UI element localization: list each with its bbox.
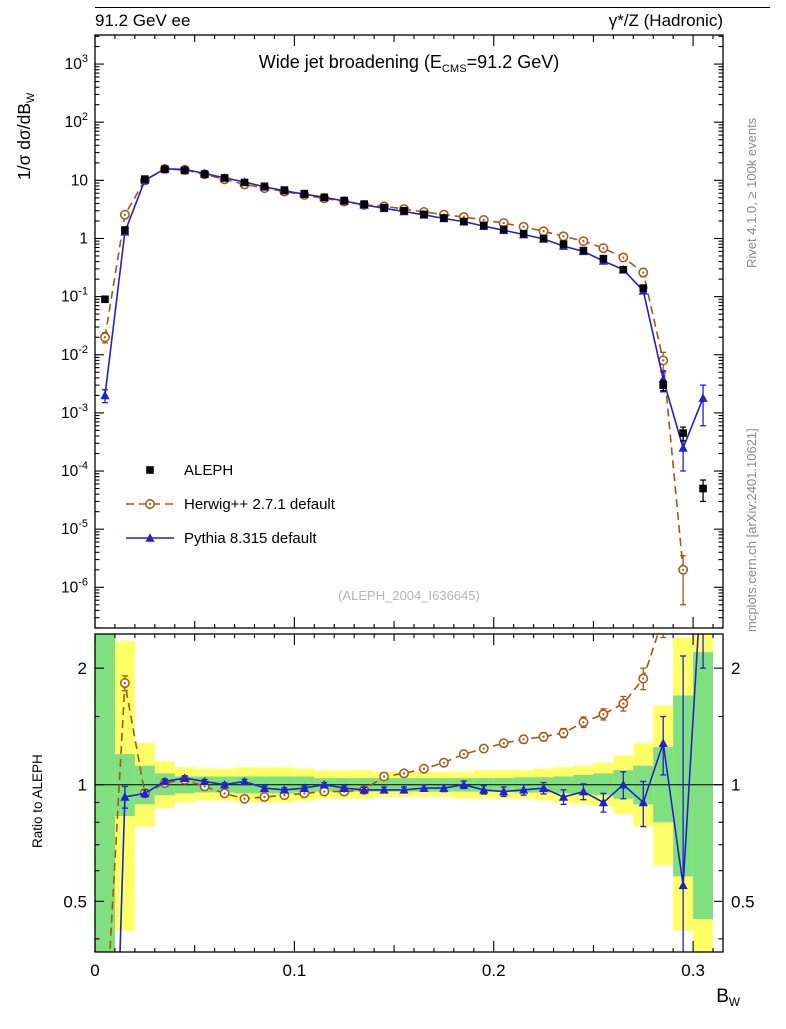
watermark: (ALEPH_2004_I636645): [338, 588, 480, 603]
svg-text:0.5: 0.5: [63, 892, 87, 911]
series-herwig++: [109, 634, 667, 952]
x-axis-label: BW: [716, 986, 740, 1010]
svg-text:0.1: 0.1: [283, 961, 307, 980]
svg-text:ALEPH: ALEPH: [184, 462, 233, 479]
svg-text:10-6: 10-6: [61, 576, 88, 596]
header-left: 91.2 GeV ee: [95, 11, 191, 30]
svg-text:10-5: 10-5: [61, 518, 88, 538]
top-rule: [95, 7, 770, 8]
svg-text:1: 1: [79, 230, 88, 247]
svg-text:10-4: 10-4: [61, 460, 88, 480]
ratio-frame: [94, 633, 724, 953]
svg-text:1: 1: [731, 776, 740, 795]
svg-text:10: 10: [71, 172, 89, 189]
svg-text:2: 2: [731, 659, 740, 678]
plot-title-pre: Wide jet broadening (E: [258, 52, 442, 72]
svg-text:103: 103: [65, 53, 88, 73]
svg-text:10-2: 10-2: [61, 344, 88, 364]
svg-text:Pythia 8.315 default: Pythia 8.315 default: [184, 530, 317, 547]
svg-text:Herwig++ 2.7.1 default: Herwig++ 2.7.1 default: [184, 496, 336, 513]
ratio-uncertainty-bands: [95, 634, 714, 952]
main-frame: [94, 34, 724, 629]
axis-tick-labels: 10-6 10-5 10-4 10-3 10-2 10-1 1 10 102 103 0 0.1 0.2…: [61, 53, 755, 980]
svg-text:2: 2: [78, 659, 87, 678]
header-right: γ*/Z (Hadronic): [608, 11, 723, 30]
series-pythia: [119, 634, 707, 952]
svg-text:0: 0: [90, 961, 99, 980]
svg-text:102: 102: [65, 111, 88, 131]
svg-text:1: 1: [78, 776, 87, 795]
series-aleph: [101, 165, 707, 503]
svg-text:10-1: 10-1: [61, 286, 88, 306]
plot-title: Wide jet broadening (ECMS=91.2 GeV): [95, 52, 723, 75]
svg-text:0.5: 0.5: [731, 892, 755, 911]
svg-text:0.3: 0.3: [681, 961, 705, 980]
legend: ALEPH Herwig++ 2.7.1 default Pythia 8.315 …: [126, 462, 336, 547]
svg-text:10-3: 10-3: [61, 402, 88, 422]
mcplots-note: mcplots.cern.ch [arXiv:2401.10621]: [744, 428, 759, 632]
rivet-version-note: Rivet 4.1.0, ≥ 100k events: [744, 117, 759, 268]
axis-ticks: [94, 35, 723, 952]
plot-title-sub: CMS: [441, 62, 467, 75]
y-axis-label: 1/σ dσ/dBW: [14, 92, 37, 180]
plot-title-post: =91.2 GeV): [466, 52, 560, 72]
ratio-axis-label: Ratio to ALEPH: [30, 754, 45, 848]
svg-text:0.2: 0.2: [482, 961, 506, 980]
